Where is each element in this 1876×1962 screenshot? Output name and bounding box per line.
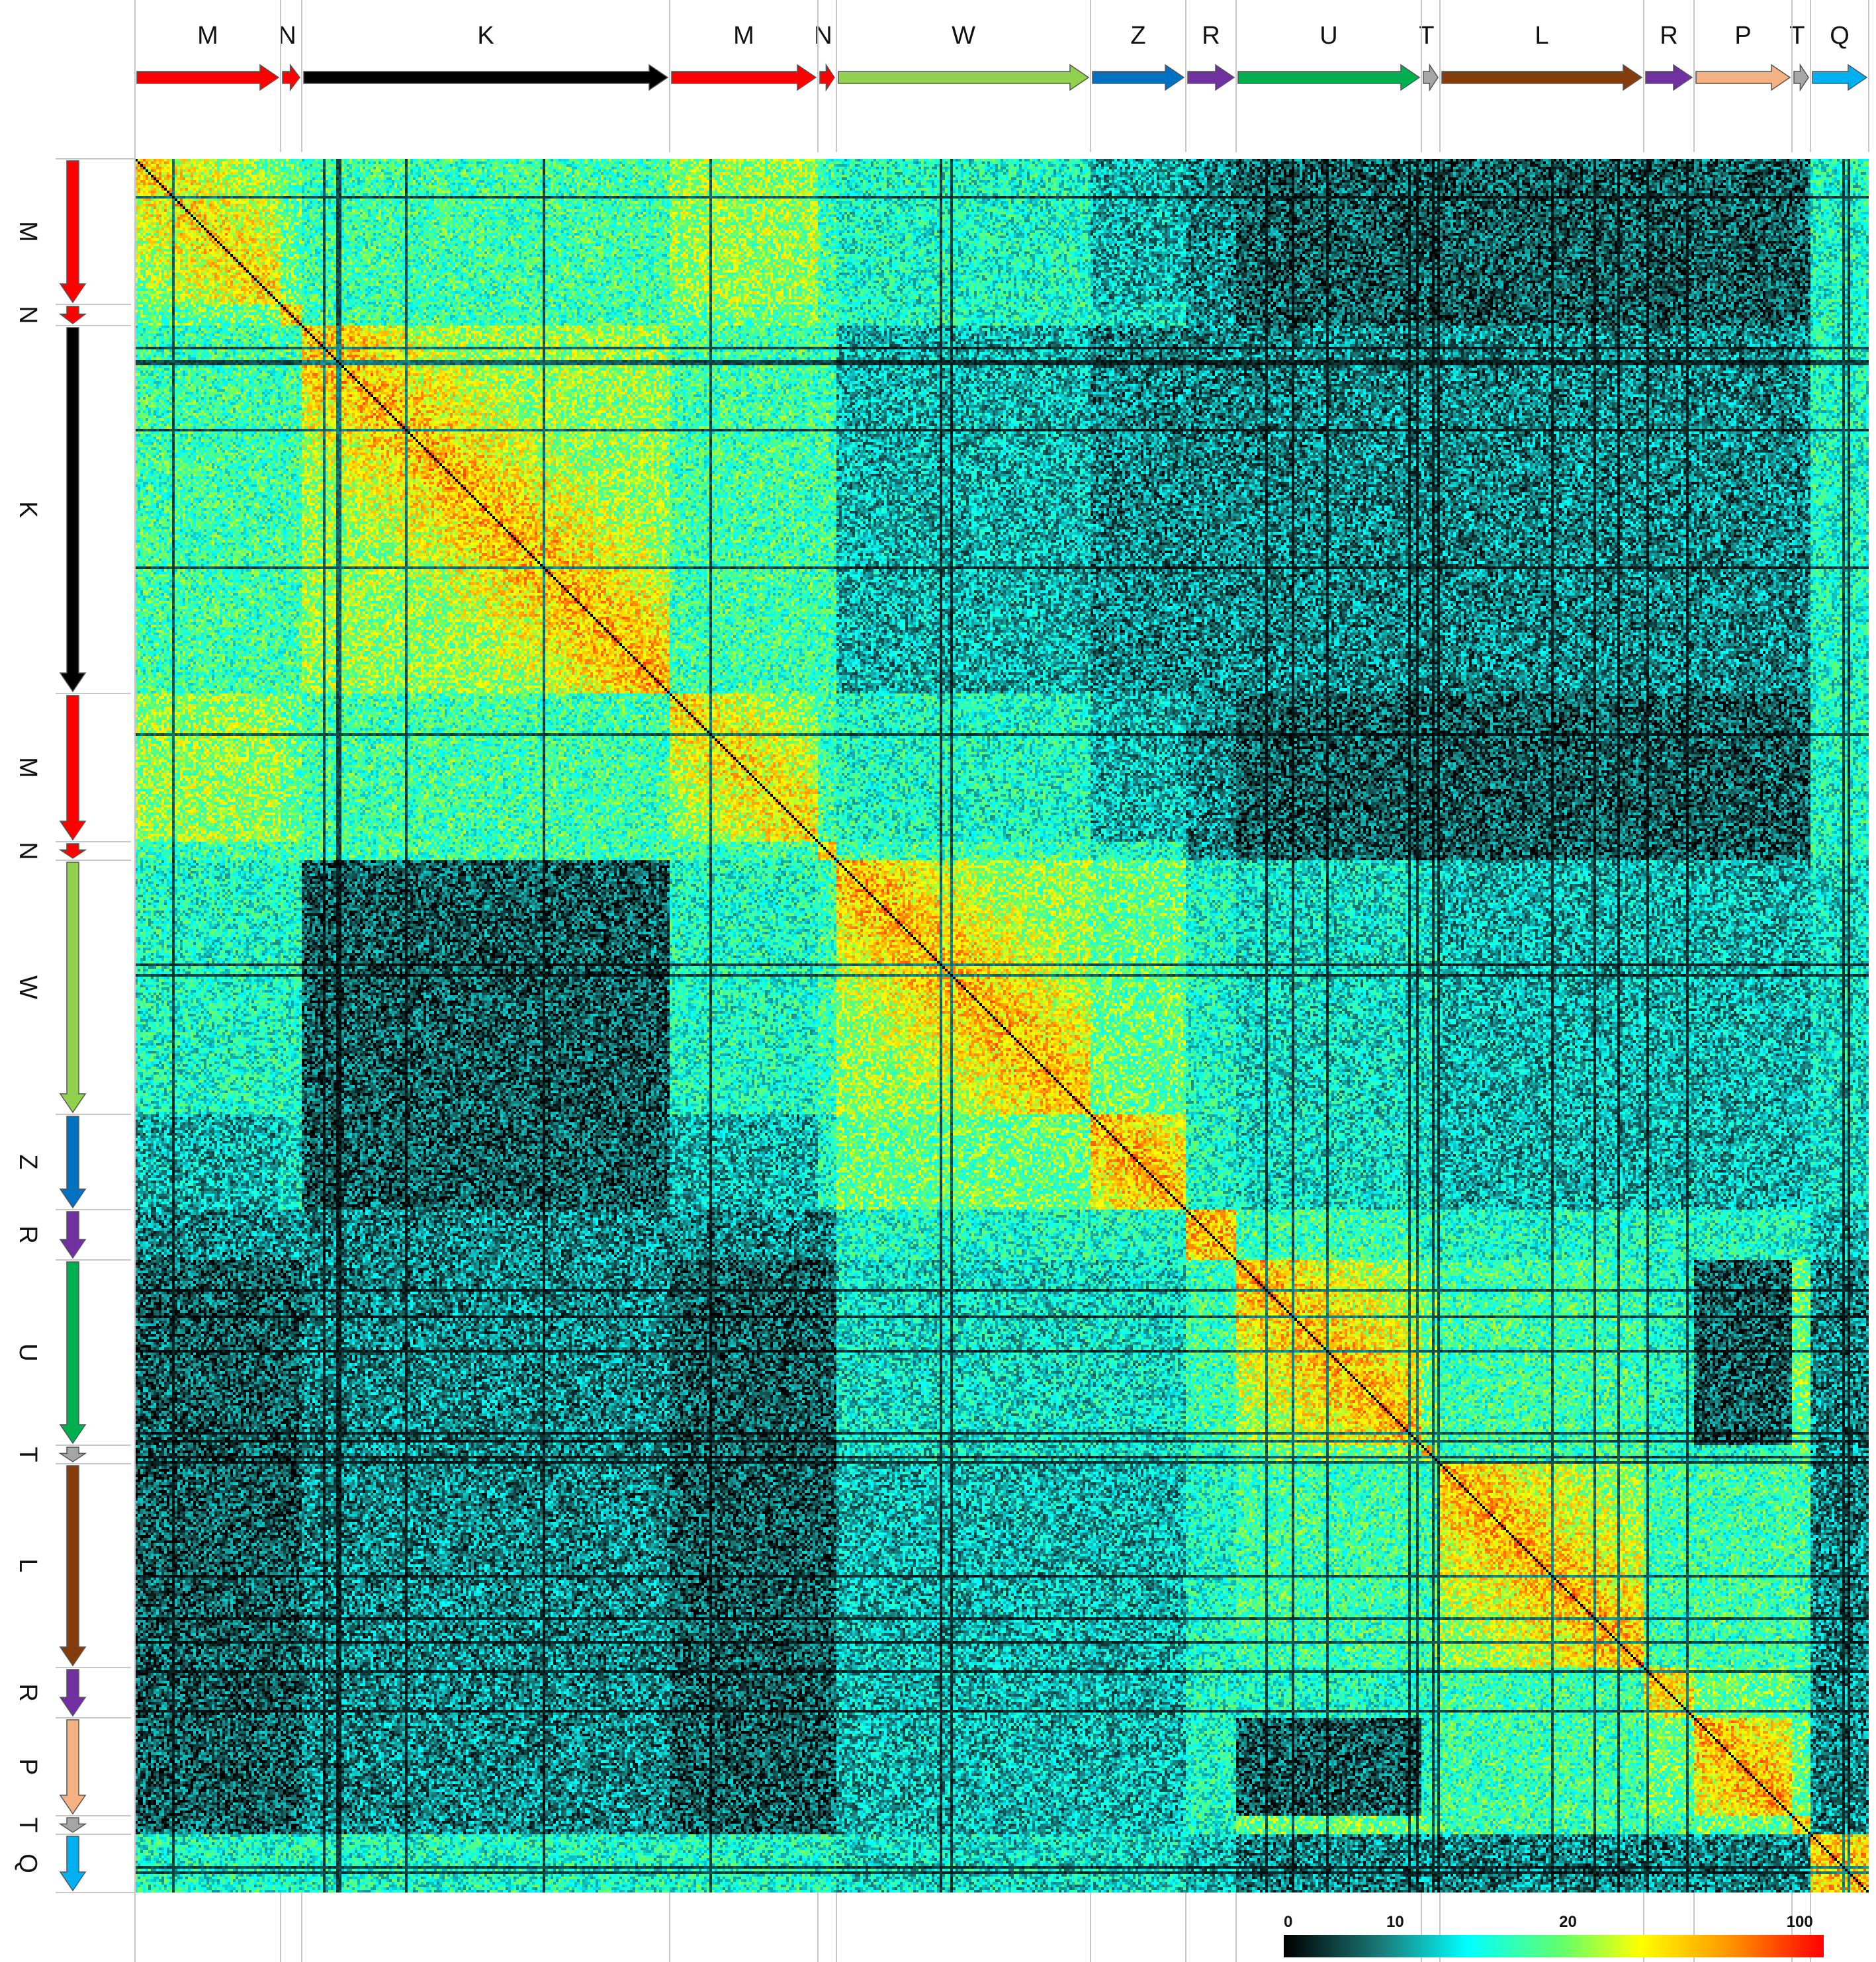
top-segment-arrow	[671, 64, 817, 91]
colorbar-tick-label: 100	[1787, 1913, 1813, 1931]
top-segment-label: T	[1419, 22, 1434, 50]
top-segment-arrow	[282, 63, 300, 92]
top-segment-arrow	[1441, 64, 1643, 91]
left-segment-label: M	[14, 757, 42, 778]
left-segment-label: R	[14, 1683, 42, 1701]
left-segment-arrow	[58, 306, 87, 324]
top-segment-label: R	[1660, 22, 1677, 50]
left-segment-arrows: M N K M N W Z R U T L R P T Q	[14, 160, 87, 1892]
top-segment-arrow	[303, 64, 669, 91]
top-segment-arrow	[136, 64, 280, 91]
top-segment-label: U	[1319, 22, 1337, 50]
left-segment-label: T	[14, 1447, 42, 1462]
top-segment-arrow	[1695, 64, 1791, 91]
left-segment-arrow	[59, 1719, 87, 1815]
left-segment-label: U	[14, 1343, 42, 1361]
left-segment-arrow	[59, 1116, 87, 1209]
left-segment-arrow	[59, 1669, 87, 1717]
left-segment-label: N	[14, 842, 42, 860]
left-segment-arrow	[59, 695, 87, 841]
segment-separators	[56, 0, 1869, 1962]
colorbar-tick-label: 10	[1386, 1913, 1404, 1931]
top-segment-arrow	[1812, 64, 1868, 91]
left-segment-label: Z	[14, 1154, 42, 1169]
top-segment-label: M	[197, 22, 218, 50]
top-segment-arrow	[1092, 64, 1185, 91]
colorbar-tick-label: 0	[1284, 1913, 1292, 1931]
top-segment-label: Z	[1130, 22, 1145, 50]
top-segment-label: T	[1789, 22, 1805, 50]
top-segment-label: L	[1535, 22, 1548, 50]
top-segment-arrow	[1793, 63, 1809, 92]
left-segment-label: K	[14, 501, 42, 517]
top-segment-label: M	[733, 22, 754, 50]
top-segment-label: P	[1734, 22, 1751, 50]
top-segment-arrow	[1645, 64, 1693, 91]
left-segment-label: T	[14, 1817, 42, 1832]
top-segment-arrow	[1237, 64, 1421, 91]
top-segment-arrow	[1423, 63, 1439, 92]
left-segment-arrow	[59, 862, 87, 1114]
top-segment-arrow	[838, 64, 1090, 91]
top-segment-arrow	[819, 63, 835, 92]
left-segment-arrow	[59, 1211, 87, 1259]
left-segment-arrow	[58, 843, 87, 859]
top-segment-label: Q	[1830, 22, 1850, 50]
left-segment-label: P	[14, 1758, 42, 1775]
left-segment-arrow	[59, 327, 87, 693]
left-segment-label: N	[14, 306, 42, 324]
top-segment-label: R	[1202, 22, 1220, 50]
left-segment-arrow	[59, 1261, 87, 1445]
similarity-heatmap	[135, 159, 1869, 1893]
left-segment-arrow	[59, 160, 87, 304]
left-segment-label: R	[14, 1226, 42, 1243]
left-segment-arrow	[59, 1836, 87, 1892]
left-segment-label: M	[14, 221, 42, 242]
left-segment-label: Q	[14, 1853, 42, 1873]
left-segment-label: L	[14, 1558, 42, 1572]
left-segment-arrow	[59, 1465, 87, 1667]
top-segment-label: W	[952, 22, 975, 50]
colorbar-gradient	[1284, 1935, 1824, 1957]
left-segment-arrow	[58, 1817, 87, 1833]
left-segment-arrow	[58, 1447, 87, 1462]
left-segment-label: W	[14, 975, 42, 999]
colorbar: 0 10 20 100	[1284, 1913, 1824, 1957]
colorbar-tick-label: 20	[1559, 1913, 1577, 1931]
top-segment-arrow	[1187, 64, 1235, 91]
top-segment-label: N	[814, 22, 832, 50]
top-segment-label: K	[477, 22, 494, 50]
